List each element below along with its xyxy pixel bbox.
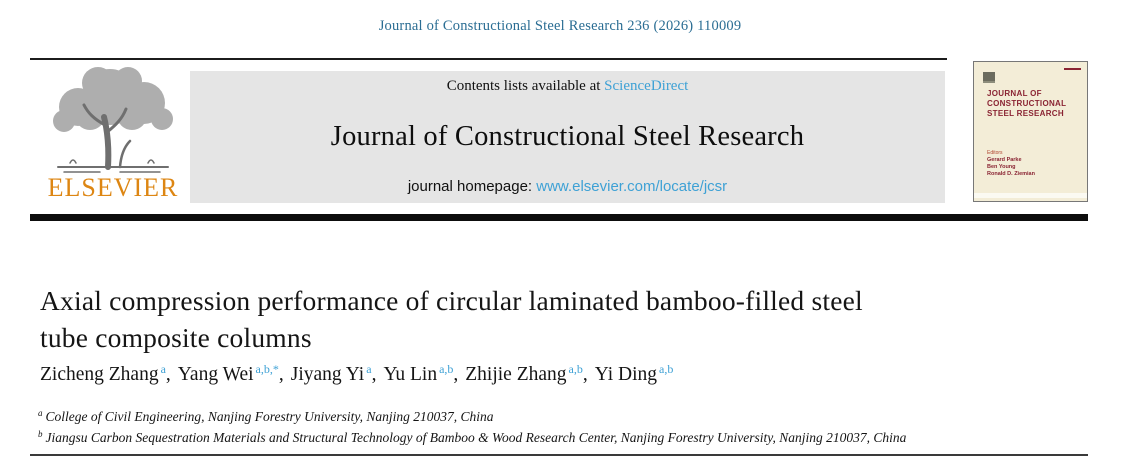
author-name: Zicheng Zhang [40, 364, 159, 385]
cover-emblem-icon [983, 69, 995, 83]
author-name: Jiyang Yi [290, 364, 365, 385]
cover-title-line: JOURNAL OF [987, 89, 1042, 98]
cover-editor-name: Ronald D. Ziemian [987, 171, 1035, 177]
journal-banner: Contents lists available at ScienceDirec… [190, 71, 945, 203]
author: Yi Ding a,b [594, 361, 674, 386]
cover-issn-mark [1064, 68, 1081, 70]
header-top-rule [30, 58, 947, 60]
journal-cover-thumbnail: JOURNAL OF CONSTRUCTIONAL STEEL RESEARCH… [973, 61, 1088, 202]
author-separator: , [453, 364, 459, 385]
article-title-line: tube composite columns [40, 322, 312, 353]
author-affil-sup: a,b [659, 361, 674, 376]
author: Yu Lin a,b [383, 361, 454, 386]
author-affil-sup: a [366, 361, 372, 376]
author-affil-sup: a,b [568, 361, 583, 376]
article-title: Axial compression performance of circula… [40, 282, 1020, 356]
homepage-prefix: journal homepage: [407, 178, 537, 195]
affiliation: a College of Civil Engineering, Nanjing F… [38, 406, 906, 427]
journal-title: Journal of Constructional Steel Research [330, 120, 805, 152]
author-name: Zhijie Zhang [465, 364, 567, 385]
contents-prefix: Contents lists available at [446, 78, 605, 94]
author-name: Yu Lin [383, 364, 438, 385]
author-affil-sup: a [160, 361, 166, 376]
author-separator: , [165, 364, 171, 385]
author-name: Yi Ding [594, 364, 658, 385]
affiliation-text: College of Civil Engineering, Nanjing Fo… [45, 409, 494, 424]
header-bottom-rule [30, 214, 1088, 221]
author-separator: , [278, 364, 284, 385]
cover-editors-label: Editors [987, 150, 1003, 156]
affiliation: b Jiangsu Carbon Sequestration Materials … [38, 427, 906, 448]
elsevier-logo: ELSEVIER [38, 63, 188, 205]
author-separator: , [371, 364, 377, 385]
author: Yang Wei a,b,* [177, 361, 279, 386]
cover-title-line: STEEL RESEARCH [987, 109, 1064, 118]
cover-editors-block: Editors Gerard Parke Ben Young Ronald D.… [987, 150, 1035, 178]
homepage-line: journal homepage: www.elsevier.com/locat… [408, 178, 727, 195]
elsevier-wordmark: ELSEVIER [47, 173, 179, 202]
author-list: Zicheng Zhang a, Yang Wei a,b,*, Jiyang Yi a,… [40, 361, 674, 386]
author-affil-sup: a,b,* [255, 361, 279, 376]
author: Zicheng Zhang a [40, 361, 166, 386]
affiliation-text: Jiangsu Carbon Sequestration Materials a… [45, 430, 907, 445]
cover-editor-name: Ben Young [987, 164, 1016, 170]
elsevier-tree-icon [53, 67, 173, 173]
running-head-citation: Journal of Constructional Steel Research… [378, 18, 742, 34]
affiliation-list: a College of Civil Engineering, Nanjing F… [38, 406, 906, 448]
author: Jiyang Yi a [290, 361, 372, 386]
author-affil-sup: a,b [439, 361, 454, 376]
homepage-url-link[interactable]: www.elsevier.com/locate/jcsr [536, 178, 728, 195]
cover-title-line: CONSTRUCTIONAL [987, 99, 1067, 108]
affiliation-sup: a [38, 407, 43, 418]
cover-journal-title: JOURNAL OF CONSTRUCTIONAL STEEL RESEARCH [987, 89, 1066, 119]
cover-editor-name: Gerard Parke [987, 157, 1022, 163]
article-title-line: Axial compression performance of circula… [40, 285, 863, 316]
section-divider-rule [30, 454, 1088, 456]
contents-line: Contents lists available at ScienceDirec… [447, 78, 689, 95]
cover-bottom-strip [974, 193, 1087, 198]
author-separator: , [582, 364, 588, 385]
author-name: Yang Wei [177, 364, 254, 385]
author: Zhijie Zhang a,b [465, 361, 583, 386]
affiliation-sup: b [38, 428, 43, 439]
sciencedirect-link[interactable]: ScienceDirect [604, 78, 689, 94]
